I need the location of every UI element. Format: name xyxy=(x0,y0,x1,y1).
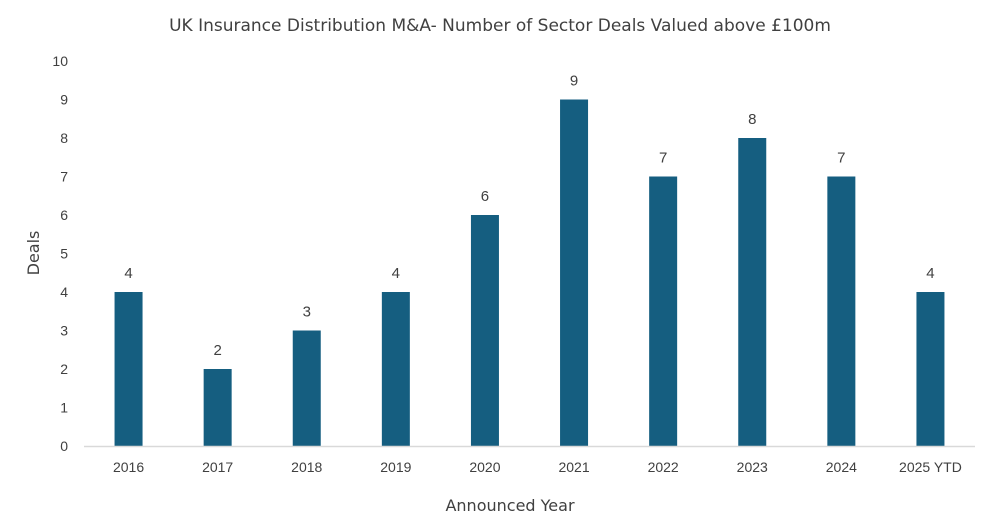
y-tick-label: 0 xyxy=(60,438,68,454)
bar-2016 xyxy=(114,292,143,446)
bar-2020 xyxy=(470,215,499,446)
data-label: 4 xyxy=(392,265,400,282)
bar-2018 xyxy=(292,330,321,446)
data-label: 3 xyxy=(303,304,311,321)
bar-2025-ytd xyxy=(916,292,945,446)
data-label: 4 xyxy=(926,265,934,282)
bar-2023 xyxy=(738,138,767,446)
y-tick-label: 10 xyxy=(52,53,68,69)
y-tick-label: 3 xyxy=(60,323,68,339)
bar-2021 xyxy=(560,99,589,446)
x-tick-label: 2025 YTD xyxy=(899,459,962,475)
data-label: 2 xyxy=(213,342,221,359)
data-label: 8 xyxy=(748,111,756,128)
bar-2022 xyxy=(649,176,678,446)
x-axis-title: Announced Year xyxy=(445,496,574,515)
y-tick-label: 9 xyxy=(60,92,68,108)
x-tick-label: 2019 xyxy=(380,459,411,475)
y-tick-label: 8 xyxy=(60,130,68,146)
bar-2017 xyxy=(203,369,232,446)
x-tick-label: 2024 xyxy=(826,459,857,475)
x-tick-label: 2022 xyxy=(648,459,679,475)
x-tick-label: 2017 xyxy=(202,459,233,475)
y-tick-label: 7 xyxy=(60,169,68,185)
y-tick-label: 1 xyxy=(60,400,68,416)
data-label: 7 xyxy=(659,150,667,167)
y-axis-title: Deals xyxy=(24,231,43,276)
bar-2019 xyxy=(381,292,410,446)
x-tick-label: 2021 xyxy=(558,459,589,475)
x-tick-label: 2018 xyxy=(291,459,322,475)
x-tick-label: 2016 xyxy=(113,459,144,475)
x-tick-label: 2020 xyxy=(469,459,500,475)
data-label: 7 xyxy=(837,150,845,167)
y-tick-label: 2 xyxy=(60,361,68,377)
bar-2024 xyxy=(827,176,856,446)
y-tick-label: 6 xyxy=(60,207,68,223)
y-tick-label: 5 xyxy=(60,246,68,262)
data-label: 6 xyxy=(481,188,489,205)
x-tick-label: 2023 xyxy=(737,459,768,475)
y-tick-label: 4 xyxy=(60,284,68,300)
data-label: 9 xyxy=(570,73,578,90)
chart-title: UK Insurance Distribution M&A- Number of… xyxy=(169,16,831,36)
data-label: 4 xyxy=(124,265,132,282)
